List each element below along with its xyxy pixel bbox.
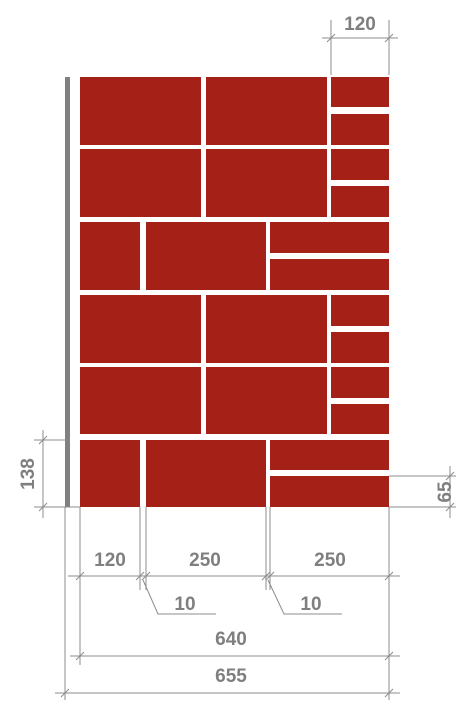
dimension-label-total-inner: 640 xyxy=(215,629,247,650)
dimension-left-height: 138 xyxy=(18,430,80,518)
brick xyxy=(80,295,201,363)
brick xyxy=(80,440,140,507)
brick xyxy=(80,222,140,290)
brick xyxy=(80,149,201,217)
dimension-label-seg1: 120 xyxy=(94,550,126,571)
brick xyxy=(146,222,266,290)
dimension-label-gap1: 10 xyxy=(174,594,195,615)
brick-stretcher xyxy=(270,476,389,507)
brick xyxy=(80,77,201,145)
brick-header xyxy=(331,367,389,398)
dimension-total-inner: 640 xyxy=(70,629,400,661)
brick xyxy=(80,367,201,434)
brick-masonry xyxy=(80,77,389,507)
dimension-total-outer: 655 xyxy=(55,666,400,698)
dimension-label-seg3: 250 xyxy=(314,550,346,571)
dimension-gap-1: 10 xyxy=(142,579,216,615)
dimension-extension-lines xyxy=(64,507,390,700)
brick xyxy=(206,295,327,363)
dimension-label-top: 120 xyxy=(344,14,376,35)
brick-header xyxy=(331,404,389,434)
dimension-label-left: 138 xyxy=(18,458,39,490)
brick-header xyxy=(331,149,389,180)
dimension-label-total-outer: 655 xyxy=(215,666,247,687)
brick-header xyxy=(331,77,389,107)
brick xyxy=(146,440,266,507)
brick-stretcher xyxy=(270,222,389,253)
brick-stretcher xyxy=(270,440,389,470)
dimension-label-right: 65 xyxy=(435,481,456,503)
dimension-label-seg2: 250 xyxy=(189,550,221,571)
brick-header xyxy=(331,295,389,326)
brick-stretcher xyxy=(270,259,389,290)
brick xyxy=(206,77,327,145)
brick-header xyxy=(331,186,389,217)
brick xyxy=(206,367,327,434)
dimension-label-gap2: 10 xyxy=(300,594,321,615)
dimension-top-width: 120 xyxy=(322,14,398,75)
brick xyxy=(206,149,327,217)
dimension-gap-2: 10 xyxy=(267,579,342,615)
dimension-right-height: 65 xyxy=(389,466,456,518)
brick-header xyxy=(331,114,389,145)
dimension-segments: 120 250 250 xyxy=(68,550,400,581)
brick-header xyxy=(331,332,389,363)
wall-edge-line xyxy=(65,77,70,507)
